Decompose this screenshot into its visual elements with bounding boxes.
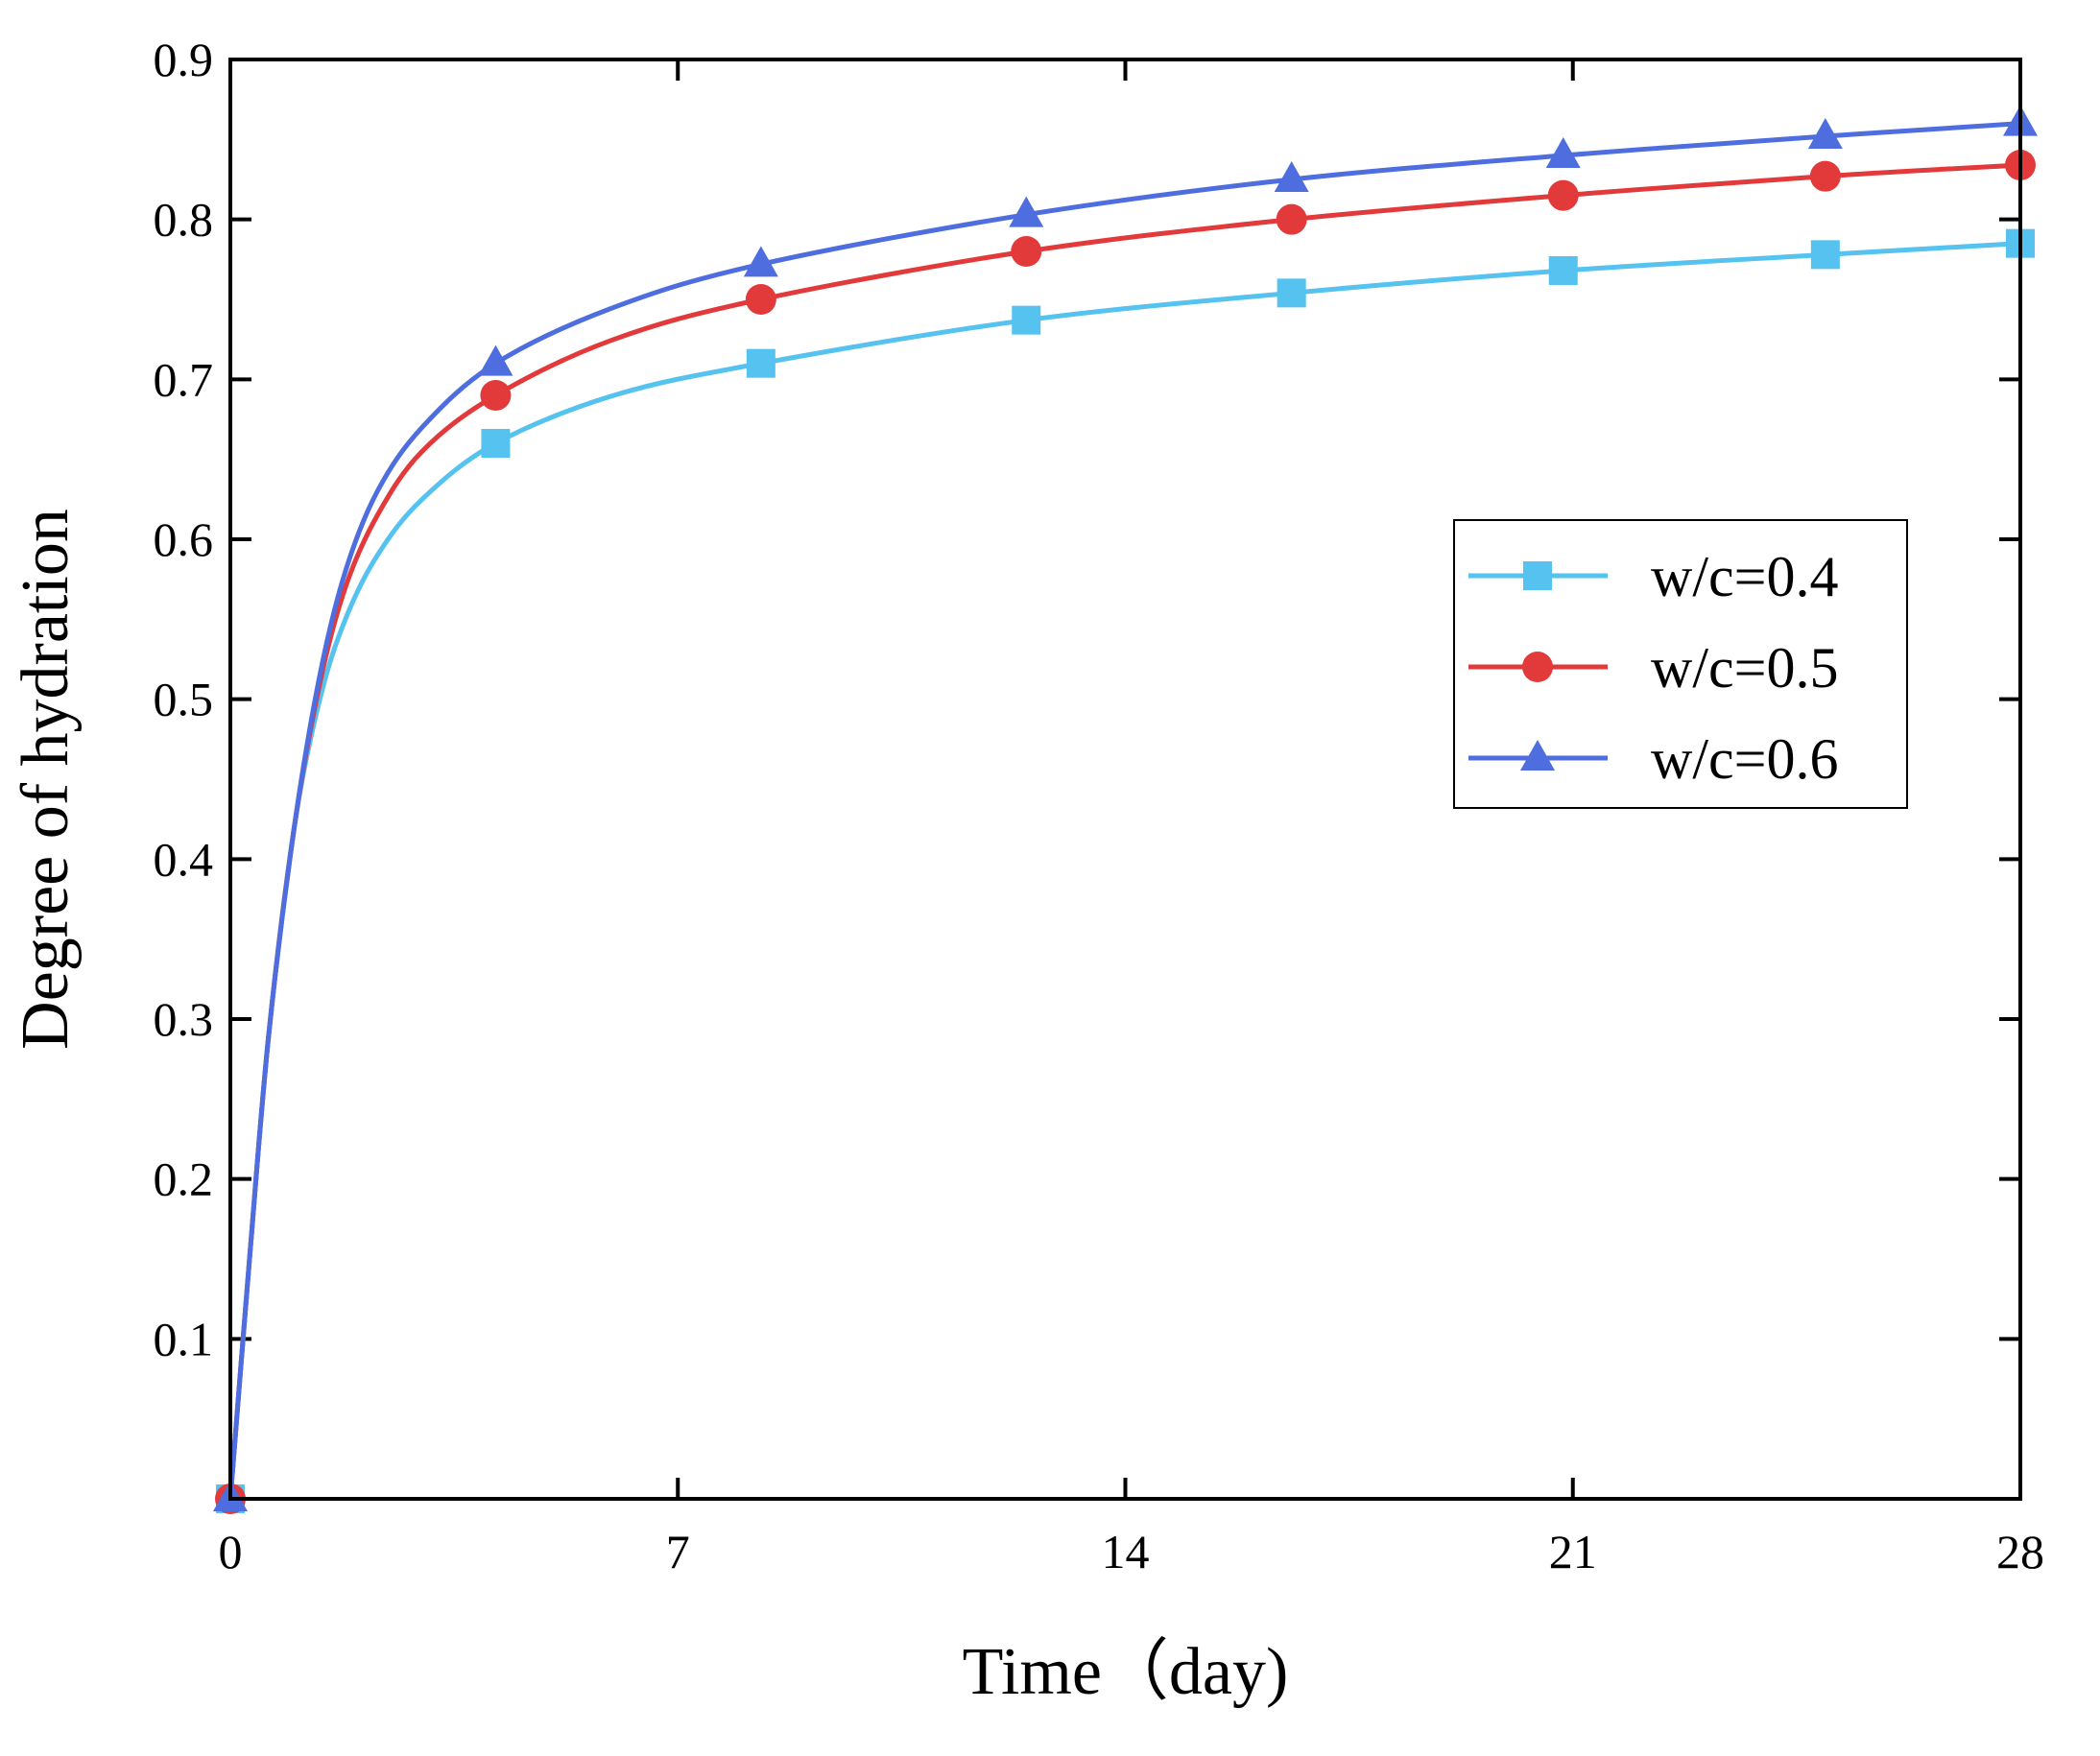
y-tick-label: 0.9 xyxy=(154,33,214,86)
x-tick-label: 14 xyxy=(1102,1525,1150,1578)
plot-frame xyxy=(228,58,2022,1501)
data-point-circle xyxy=(1276,203,1307,235)
data-point-square xyxy=(1548,256,1578,285)
data-point-square xyxy=(746,348,776,378)
legend-label: w/c=0.6 xyxy=(1651,727,1838,791)
data-point-circle xyxy=(1011,236,1042,267)
data-point-triangle xyxy=(1545,137,1581,168)
x-axis-title: Time（day) xyxy=(963,1635,1289,1709)
data-point-triangle xyxy=(743,246,778,277)
y-tick-label: 0.5 xyxy=(154,673,214,726)
data-point-triangle xyxy=(478,344,513,376)
series-line-3 xyxy=(227,121,2021,1500)
data-point-square xyxy=(481,429,511,458)
x-tick-label: 0 xyxy=(219,1525,243,1578)
y-tick-label: 0.2 xyxy=(154,1152,214,1206)
legend-marker-circle xyxy=(1522,652,1553,682)
x-tick-label: 21 xyxy=(1549,1525,1597,1578)
data-point-triangle xyxy=(1009,196,1044,227)
y-tick-label: 0.1 xyxy=(154,1312,214,1365)
legend-label: w/c=0.5 xyxy=(1651,636,1838,700)
data-point-triangle xyxy=(1274,161,1309,192)
x-tick-label: 7 xyxy=(666,1525,690,1578)
legend: w/c=0.4 w/c=0.5 w/c=0.6 xyxy=(1453,519,1908,809)
y-tick-label: 0.4 xyxy=(154,832,214,886)
data-point-triangle xyxy=(1807,118,1843,149)
series-w/c=0.6 xyxy=(213,105,2038,1511)
data-point-square xyxy=(1277,278,1306,308)
y-tick-label: 0.3 xyxy=(154,992,214,1046)
x-tick-label: 28 xyxy=(1996,1525,2044,1578)
series-layer xyxy=(213,105,2038,1514)
data-point-circle xyxy=(1809,160,1841,192)
y-tick-label: 0.7 xyxy=(154,352,214,406)
data-point-circle xyxy=(480,380,512,411)
legend-marker-triangle xyxy=(1520,740,1555,771)
y-tick-label: 0.6 xyxy=(154,512,214,566)
legend-label: w/c=0.4 xyxy=(1651,545,1838,608)
data-point-circle xyxy=(745,284,776,315)
y-tick-label: 0.8 xyxy=(154,193,214,247)
data-point-square xyxy=(1810,240,1840,270)
y-axis-ticks: 0.1 0.2 0.3 0.4 0.5 0.6 0.7 0.8 0.9 xyxy=(154,33,2020,1365)
data-point-square xyxy=(1012,305,1041,335)
data-point-circle xyxy=(1547,179,1579,211)
y-axis-title: Degree of hydration xyxy=(9,509,83,1050)
legend-marker-square xyxy=(1523,561,1552,590)
